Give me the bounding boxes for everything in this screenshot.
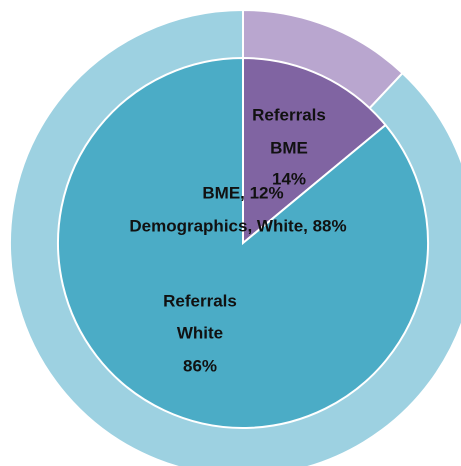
data-label: 86%: [183, 356, 217, 375]
data-label: 14%: [272, 169, 306, 188]
data-label: White: [177, 323, 223, 342]
data-label: Referrals: [252, 105, 326, 124]
data-label: BME: [270, 138, 308, 157]
data-label: Referrals: [163, 291, 237, 310]
data-label: BME, 12%: [202, 183, 283, 202]
data-label: Demographics, White, 88%: [129, 216, 346, 235]
pie-slice: [242, 56, 387, 246]
pie-slice: [57, 56, 429, 429]
